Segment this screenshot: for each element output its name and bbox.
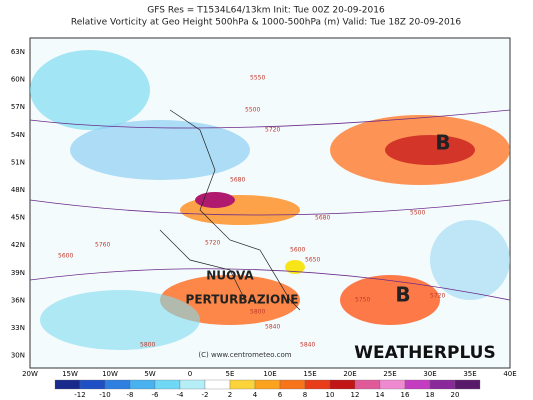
contour-label: 5800: [250, 309, 265, 316]
colorbar-tick-label: -12: [74, 391, 85, 399]
lat-label: 60N: [11, 76, 25, 84]
colorbar-tick-label: 20: [451, 391, 460, 399]
colorbar-bin: [279, 379, 306, 390]
colorbar-tick-label: -10: [99, 391, 110, 399]
contour-label: 5650: [305, 257, 320, 264]
colorbar-bin: [129, 379, 156, 390]
colorbar-bin: [354, 379, 381, 390]
lon-label: 5E: [226, 370, 235, 378]
colorbar-bin: [104, 379, 131, 390]
lon-label: 40E: [503, 370, 516, 378]
coastline: [159, 109, 301, 311]
colorbar-bin: [429, 379, 456, 390]
colorbar-bin: [379, 379, 406, 390]
contour-label: 5550: [250, 75, 265, 82]
lat-label: 48N: [11, 186, 25, 194]
field-blob: [340, 275, 440, 325]
contour-label: 5720: [430, 293, 445, 300]
colorbar-tick-label: 10: [326, 391, 335, 399]
lat-label: 54N: [11, 131, 25, 139]
lon-labels: 20W 15W 10W 5W 0 5E 10E 15E 20E 25E 30E 35E 40E: [22, 370, 517, 378]
colorbar-tick-label: 18: [426, 391, 435, 399]
annotation: PERTURBAZIONE: [186, 293, 299, 307]
contour-label: 5840: [265, 324, 280, 331]
colorbar-bin: [329, 379, 356, 390]
brand: WEATHERPLUS: [354, 343, 495, 363]
contour-label: 5500: [245, 107, 260, 114]
colorbar-bin: [54, 379, 81, 390]
lon-label: 10W: [102, 370, 118, 378]
map-field: [29, 37, 511, 369]
header-line1: GFS Res = T1534L64/13km Init: Tue 00Z 20…: [147, 6, 385, 16]
lon-label: 10E: [263, 370, 276, 378]
contour: [29, 109, 511, 301]
colorbar-bin: [229, 379, 256, 390]
colorbar-tick-label: -8: [127, 391, 134, 399]
colorbar-tick-label: 2: [228, 391, 232, 399]
colorbar-tick-label: 8: [303, 391, 307, 399]
lon-label: 5W: [144, 370, 155, 378]
colorbar-tick-label: 6: [278, 391, 283, 399]
colorbar-tick-label: 4: [253, 391, 258, 399]
contour-labels: 5550 5720 5500 5680 5650 5680 5760 5720 5600 5600…: [58, 75, 445, 349]
contour-label: 5840: [300, 342, 315, 349]
contour-label: 5760: [95, 242, 110, 249]
field-blob: [430, 220, 510, 300]
colorbar-bin: [454, 379, 481, 390]
field-blob: [40, 290, 200, 350]
field-blob: [385, 135, 475, 165]
colorbar-tick-label: -2: [202, 391, 209, 399]
contour-label: 5800: [140, 342, 155, 349]
contour-label: 5720: [205, 240, 220, 247]
field-blob: [30, 50, 150, 130]
lat-label: 42N: [11, 241, 25, 249]
lat-label: 51N: [11, 158, 25, 166]
lon-label: 15W: [62, 370, 78, 378]
lat-label: 39N: [11, 269, 25, 277]
colorbar-bin: [304, 379, 331, 390]
lon-label: 35E: [463, 370, 476, 378]
lon-label: 25E: [383, 370, 396, 378]
field-blob: [285, 260, 305, 274]
colorbar-tick-label: 14: [376, 391, 385, 399]
annotation: NUOVA: [206, 269, 254, 283]
colorbar-tick-label: -6: [152, 391, 160, 399]
low-marker: B: [395, 283, 410, 307]
contour-label: 5600: [58, 253, 73, 260]
contour-label: 5680: [315, 215, 330, 222]
lat-labels: 63N 60N 57N 54N 51N 48N 45N 42N 39N 36N 33N 30N: [11, 48, 25, 360]
low-marker: B: [435, 131, 450, 155]
colorbar-bin: [154, 379, 181, 390]
colorbar-bin: [204, 379, 231, 390]
lon-label: 30E: [423, 370, 436, 378]
header-line2: Relative Vorticity at Geo Height 500hPa …: [71, 18, 462, 28]
colorbar-bin: [404, 379, 431, 390]
contour-label: 5720: [265, 127, 280, 134]
colorbar-tick-label: 12: [351, 391, 360, 399]
lat-label: 57N: [11, 103, 25, 111]
lon-label: 15E: [303, 370, 316, 378]
contour-label: 5680: [230, 177, 245, 184]
lon-label: 0: [188, 370, 192, 378]
colorbar: -12 -10 -8 -6 -4 -2 2 4 6 8 10 12 14 16 18 20: [54, 379, 481, 399]
field-blob: [70, 120, 250, 180]
lat-label: 33N: [11, 324, 25, 332]
colorbar-bin: [79, 379, 106, 390]
colorbar-bin: [179, 379, 206, 390]
lon-label: 20W: [22, 370, 38, 378]
lat-label: 63N: [11, 48, 25, 56]
colorbar-tick-label: 16: [401, 391, 410, 399]
contour-label: 5600: [290, 247, 305, 254]
lat-label: 36N: [11, 296, 25, 304]
credit: (C) www.centrometeo.com: [198, 351, 291, 359]
field-blob: [195, 192, 235, 208]
contour-label: 5750: [355, 297, 370, 304]
colorbar-bin: [254, 379, 281, 390]
colorbar-tick-label: -4: [177, 391, 185, 399]
lat-label: 30N: [11, 352, 25, 360]
contour-label: 5500: [410, 210, 425, 217]
lon-label: 20E: [343, 370, 356, 378]
lat-label: 45N: [11, 214, 25, 222]
